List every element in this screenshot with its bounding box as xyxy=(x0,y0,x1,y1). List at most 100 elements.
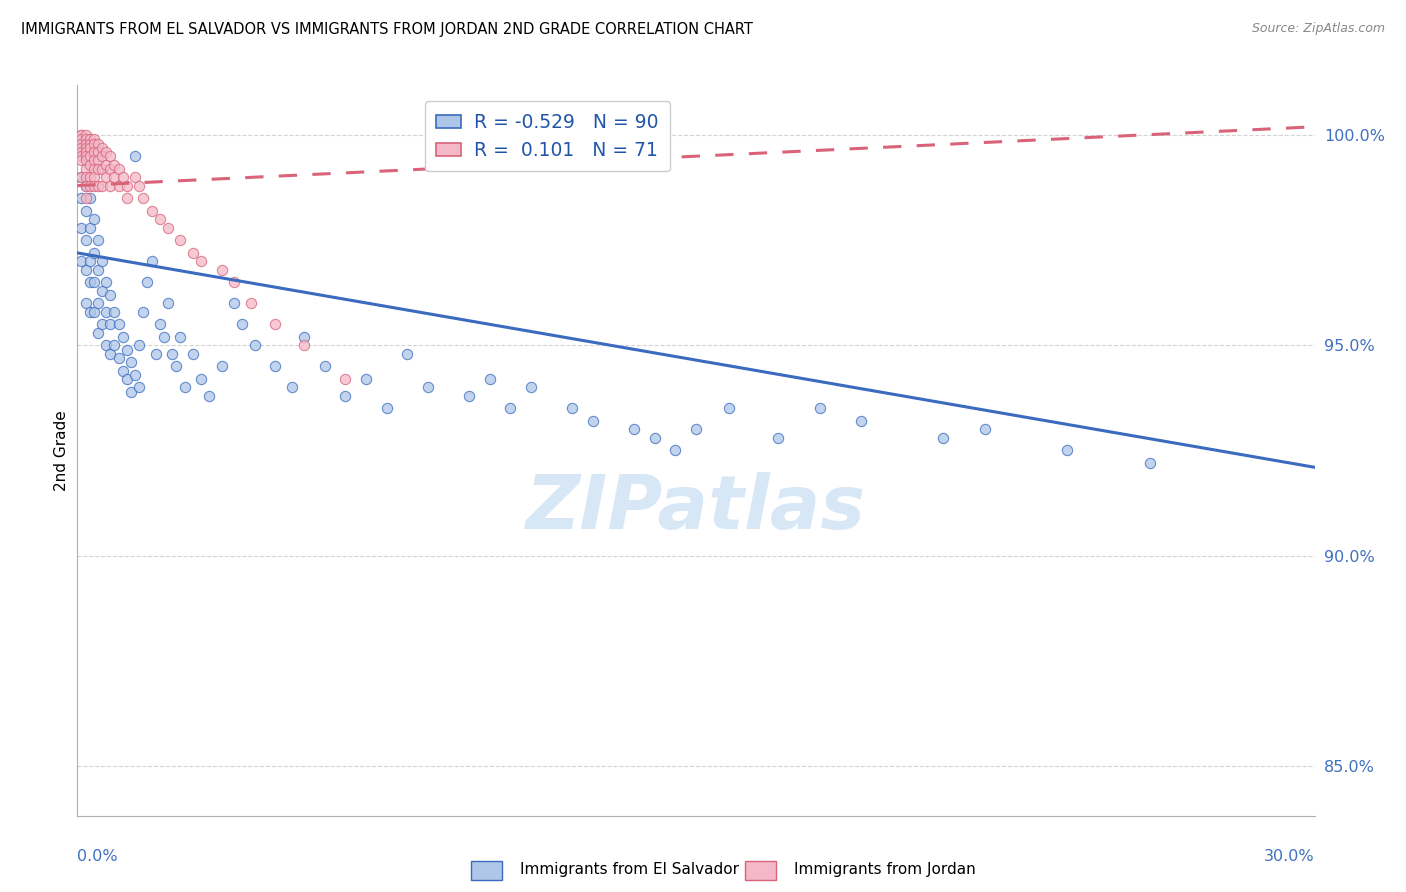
Point xyxy=(335,389,357,403)
Point xyxy=(83,275,105,289)
Point xyxy=(107,178,129,193)
Point xyxy=(181,246,204,260)
Point xyxy=(190,372,212,386)
Point xyxy=(111,330,134,344)
Point xyxy=(83,246,105,260)
Point xyxy=(1139,456,1161,470)
Point xyxy=(281,380,304,394)
Point xyxy=(70,128,93,143)
Point xyxy=(292,338,315,352)
Point xyxy=(141,203,163,218)
Point xyxy=(107,161,129,176)
Point xyxy=(96,304,118,318)
Point xyxy=(644,431,666,445)
Point xyxy=(211,262,233,277)
Point xyxy=(222,275,245,289)
Point xyxy=(264,318,287,332)
Point xyxy=(932,431,955,445)
Point xyxy=(124,170,146,185)
Point xyxy=(70,149,93,163)
Text: ZIPatlas: ZIPatlas xyxy=(526,473,866,546)
Point xyxy=(96,158,118,172)
Point xyxy=(70,191,93,205)
Point xyxy=(87,233,110,247)
Point xyxy=(157,296,180,310)
Point xyxy=(128,338,150,352)
Point xyxy=(169,330,191,344)
Point xyxy=(111,170,134,185)
Point xyxy=(96,338,118,352)
Point xyxy=(458,389,481,403)
Point xyxy=(124,149,146,163)
Point xyxy=(103,158,125,172)
Text: Source: ZipAtlas.com: Source: ZipAtlas.com xyxy=(1251,22,1385,36)
Point xyxy=(83,132,105,146)
Point xyxy=(115,343,138,357)
Text: Immigrants from Jordan: Immigrants from Jordan xyxy=(794,863,976,877)
Point xyxy=(87,161,110,176)
Point xyxy=(70,254,93,268)
Point xyxy=(70,141,93,155)
Point xyxy=(354,372,377,386)
Point xyxy=(79,132,101,146)
Point xyxy=(70,128,93,143)
Point xyxy=(83,304,105,318)
Point xyxy=(91,178,114,193)
Point xyxy=(75,296,97,310)
Point xyxy=(79,158,101,172)
Point xyxy=(849,414,872,428)
Point xyxy=(75,145,97,159)
Point xyxy=(83,145,105,159)
Text: 30.0%: 30.0% xyxy=(1264,849,1315,864)
Point xyxy=(520,380,543,394)
Point xyxy=(120,355,142,369)
Point xyxy=(120,384,142,399)
Point xyxy=(160,347,183,361)
Point xyxy=(83,212,105,227)
Point xyxy=(768,431,790,445)
Point xyxy=(124,368,146,382)
Point xyxy=(87,178,110,193)
Point xyxy=(96,145,118,159)
Point xyxy=(132,191,155,205)
Point xyxy=(107,318,129,332)
Point xyxy=(91,149,114,163)
Point xyxy=(808,401,831,416)
Point xyxy=(499,401,522,416)
Point xyxy=(582,414,605,428)
Point xyxy=(157,220,180,235)
Point xyxy=(664,443,686,458)
Point xyxy=(239,296,262,310)
Legend: R = -0.529   N = 90, R =  0.101   N = 71: R = -0.529 N = 90, R = 0.101 N = 71 xyxy=(425,102,669,171)
Point xyxy=(416,380,439,394)
Point xyxy=(91,318,114,332)
Point xyxy=(75,191,97,205)
Point xyxy=(91,161,114,176)
Point xyxy=(79,191,101,205)
Point xyxy=(87,145,110,159)
Point xyxy=(111,363,134,377)
Point xyxy=(70,145,93,159)
Point xyxy=(70,170,93,185)
Y-axis label: 2nd Grade: 2nd Grade xyxy=(53,410,69,491)
Point xyxy=(222,296,245,310)
Text: IMMIGRANTS FROM EL SALVADOR VS IMMIGRANTS FROM JORDAN 2ND GRADE CORRELATION CHAR: IMMIGRANTS FROM EL SALVADOR VS IMMIGRANT… xyxy=(21,22,754,37)
Point xyxy=(96,170,118,185)
Point xyxy=(75,141,97,155)
Point xyxy=(149,318,172,332)
Point xyxy=(70,220,93,235)
Text: Immigrants from El Salvador: Immigrants from El Salvador xyxy=(520,863,740,877)
Point xyxy=(128,178,150,193)
Point xyxy=(83,153,105,168)
Point xyxy=(87,153,110,168)
Point xyxy=(75,170,97,185)
Point xyxy=(75,262,97,277)
Point xyxy=(98,347,121,361)
Point xyxy=(91,284,114,298)
Point xyxy=(107,351,129,365)
Point xyxy=(79,220,101,235)
Point xyxy=(83,178,105,193)
Point xyxy=(335,372,357,386)
Point xyxy=(75,132,97,146)
Point xyxy=(292,330,315,344)
